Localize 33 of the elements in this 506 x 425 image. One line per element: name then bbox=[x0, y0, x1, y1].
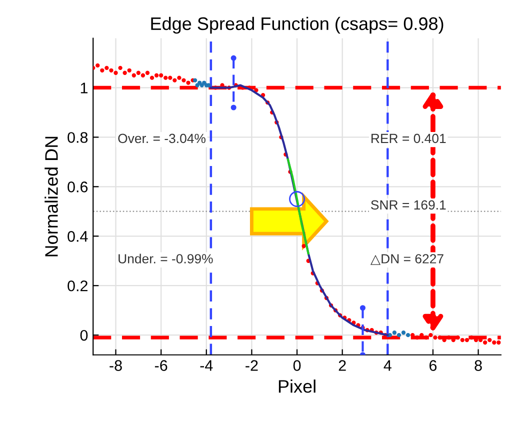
x-tick-label: 0 bbox=[293, 360, 301, 371]
annotation: Under. = -0.99% bbox=[118, 254, 213, 264]
y-tick-label: 1 bbox=[80, 82, 88, 94]
annotation: Over. = -3.04% bbox=[118, 134, 206, 144]
point bbox=[230, 55, 236, 61]
point bbox=[401, 330, 406, 335]
x-tick-label: -8 bbox=[110, 360, 122, 371]
x-tick-label: -4 bbox=[200, 360, 213, 371]
x-tick-label: -6 bbox=[154, 360, 168, 371]
point bbox=[230, 104, 236, 110]
y-tick-label: 0.6 bbox=[68, 182, 88, 192]
x-tick-label: 8 bbox=[474, 360, 482, 371]
y-axis-title: Normalized DN bbox=[44, 136, 58, 256]
point bbox=[392, 330, 397, 335]
point bbox=[192, 78, 198, 82]
y-tick-label: 0 bbox=[80, 330, 88, 341]
x-tick-label: 2 bbox=[338, 360, 346, 371]
point bbox=[396, 333, 402, 338]
point bbox=[406, 333, 410, 338]
x-axis-title: Pixel bbox=[278, 380, 316, 393]
line-series bbox=[286, 158, 310, 254]
x-tick-label: -2 bbox=[246, 360, 258, 371]
x-tick-label: 6 bbox=[429, 360, 437, 371]
y-tick-label: 0.4 bbox=[68, 231, 88, 242]
y-tick-label: 0.2 bbox=[68, 280, 88, 292]
point bbox=[289, 191, 305, 208]
x-tick-label: 4 bbox=[384, 360, 392, 371]
point bbox=[360, 305, 366, 311]
chart-title: Edge Spread Function (csaps= 0.98) bbox=[151, 16, 444, 34]
annotation: SNR = 169.1 bbox=[371, 200, 446, 210]
y-tick-label: 0.8 bbox=[68, 132, 88, 143]
annotation: △DN = 6227 bbox=[370, 254, 444, 265]
annotation: RER = 0.401 bbox=[372, 134, 446, 144]
